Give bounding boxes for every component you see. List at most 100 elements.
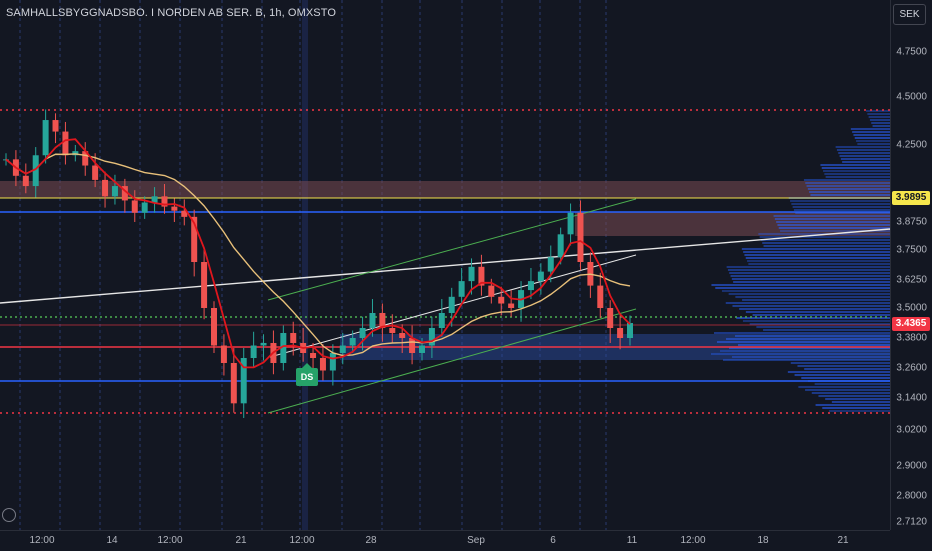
- candle-body: [458, 281, 465, 297]
- volume-profile-bar: [711, 353, 890, 355]
- price-axis[interactable]: 4.7500 4.5000 4.2500 3.8750 3.7500 3.6250 3.50…: [890, 0, 932, 530]
- volume-profile-bar: [721, 290, 890, 292]
- volume-profile-bar: [807, 188, 890, 190]
- volume-profile-bar: [731, 278, 890, 280]
- candle-body: [52, 120, 59, 132]
- candle-body: [240, 358, 247, 404]
- price-chart[interactable]: [0, 0, 890, 530]
- volume-profile-bar: [749, 323, 890, 325]
- candle-body: [329, 353, 336, 371]
- volume-profile-bar: [825, 398, 890, 400]
- volume-profile-bar: [730, 275, 890, 277]
- volume-profile-bar: [735, 335, 890, 337]
- price-tick: 2.8000: [896, 490, 927, 502]
- volume-profile-bar: [810, 194, 890, 196]
- candle-body: [339, 345, 346, 353]
- volume-profile-bar: [780, 230, 890, 232]
- candle-body: [191, 216, 198, 262]
- price-tag: 3.9895: [892, 191, 930, 206]
- volume-profile-bar: [742, 299, 890, 301]
- volume-profile-bar: [818, 395, 890, 397]
- candle-body: [547, 257, 554, 272]
- price-tag: 3.4365: [892, 316, 930, 331]
- candle-body: [557, 234, 564, 258]
- volume-profile-bar: [821, 167, 890, 169]
- volume-profile-bar: [793, 209, 890, 211]
- volume-profile-bar: [752, 314, 890, 316]
- candle-body: [319, 358, 326, 371]
- volume-profile-bar: [815, 404, 890, 406]
- time-tick: 6: [550, 535, 556, 546]
- candle-body: [468, 266, 475, 282]
- volume-profile-bar: [825, 176, 890, 178]
- price-tick: 2.9000: [896, 460, 927, 472]
- candle-body: [102, 179, 109, 197]
- candle-body: [280, 333, 287, 363]
- volume-profile-bar: [727, 269, 890, 271]
- candle-body: [527, 281, 534, 291]
- settings-icon[interactable]: [2, 508, 16, 522]
- volume-profile-bar: [824, 173, 890, 175]
- time-tick: 12:00: [680, 535, 706, 546]
- volume-profile-bar: [729, 272, 890, 274]
- time-axis[interactable]: 12:00 14 12:00 21 12:00 28 Sep 6 11 12:00 18 21: [0, 530, 890, 551]
- volume-profile-bar: [850, 128, 890, 130]
- candle-body: [92, 165, 99, 180]
- candle-body: [508, 303, 515, 308]
- candle-body: [498, 296, 505, 304]
- volume-profile-bar: [805, 389, 890, 391]
- price-tick: 3.6250: [896, 274, 927, 286]
- price-tick: 4.5000: [896, 91, 927, 103]
- price-tick: 3.5000: [896, 302, 927, 314]
- volume-profile-bar: [726, 266, 890, 268]
- volume-profile-bar: [733, 281, 890, 283]
- volume-profile-bar: [778, 227, 890, 229]
- chart-area[interactable]: SAMHALLSBYGGNADSBO. I NORDEN AB SER. B, …: [0, 0, 890, 530]
- volume-profile-bar: [869, 119, 890, 121]
- volume-profile-bar: [791, 203, 890, 205]
- volume-profile-bar: [739, 308, 890, 310]
- volume-profile-bar: [723, 359, 890, 361]
- volume-profile-bar: [748, 263, 890, 265]
- price-tick: 3.7500: [896, 244, 927, 256]
- volume-profile-bar: [797, 365, 890, 367]
- candle-body: [627, 323, 633, 338]
- volume-profile-bar: [856, 140, 890, 142]
- price-tick: 4.7500: [896, 46, 927, 58]
- candle-body: [419, 345, 425, 353]
- price-tick: 3.0200: [896, 424, 927, 436]
- candle-body: [617, 328, 624, 338]
- candle-body: [369, 313, 376, 328]
- candle-body: [111, 186, 118, 197]
- volume-profile-bar: [853, 134, 890, 136]
- candle-body: [399, 333, 406, 338]
- time-tick: 21: [837, 535, 849, 546]
- candle-body: [567, 212, 574, 235]
- volume-profile-bar: [736, 317, 890, 319]
- volume-profile-bar: [777, 224, 890, 226]
- volume-profile-bar: [760, 239, 890, 241]
- time-tick: 11: [626, 535, 638, 546]
- volume-profile-bar: [867, 113, 890, 115]
- currency-button[interactable]: SEK: [893, 4, 926, 25]
- volume-profile-bar: [735, 296, 890, 298]
- volume-profile-bar: [842, 161, 890, 163]
- volume-profile-bar: [835, 146, 890, 148]
- candle-body: [161, 196, 168, 207]
- fast-moving-average: [5, 138, 631, 369]
- candle-body: [211, 308, 217, 346]
- time-tick: Sep: [467, 535, 485, 546]
- candle-body: [260, 343, 267, 346]
- channel-upper: [267, 198, 637, 301]
- resistance-zone: [0, 181, 890, 198]
- volume-profile-bar: [798, 386, 890, 388]
- volume-profile-bar: [866, 110, 890, 112]
- volume-profile-bar: [820, 164, 890, 166]
- volume-profile-bar: [822, 407, 890, 409]
- volume-profile-bar: [720, 350, 890, 352]
- candle-body: [171, 206, 178, 211]
- candle-body: [359, 328, 366, 338]
- volume-profile-bar: [814, 383, 890, 385]
- volume-profile-bar: [715, 287, 890, 289]
- candle-body: [141, 202, 148, 213]
